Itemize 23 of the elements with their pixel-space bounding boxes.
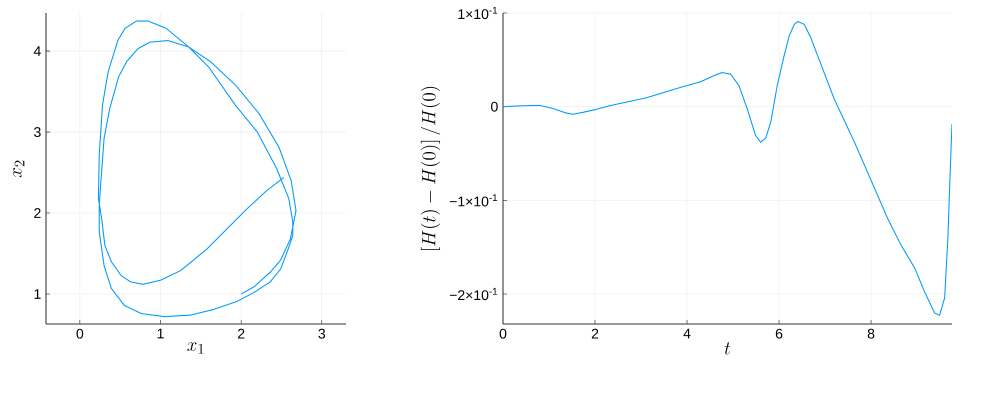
- y-tick-label: −1×10$^{-1}$: [450, 194, 498, 206]
- x-tick-label: 2: [238, 328, 244, 338]
- y-axis-title: $x_2$: [13, 160, 24, 178]
- x-tick-label: 8: [868, 328, 874, 339]
- x-axis-title: $x_1$: [187, 342, 204, 354]
- x-tick-label: 0: [500, 328, 506, 339]
- y-tick-label: 1×10$^{-1}$: [458, 6, 498, 20]
- x-tick-label: 6: [776, 328, 782, 339]
- y-tick-label: −2×10$^{-1}$: [450, 288, 498, 300]
- line-series: [98, 20, 297, 318]
- x-tick-label: 1: [158, 328, 164, 338]
- y-tick-label: 3: [34, 127, 41, 138]
- y-tick-label: 2: [34, 208, 41, 218]
- y-tick-label: 1: [34, 289, 41, 299]
- x-tick-label: 2: [592, 328, 598, 338]
- x-tick-label: 4: [683, 328, 690, 338]
- y-axis-title: $\left[H(t) - H(0)\right] / H(0)$: [420, 86, 440, 250]
- line-series: [503, 20, 952, 316]
- y-tick-label: 0: [491, 102, 498, 112]
- x-tick-label: 0: [76, 328, 84, 339]
- x-axis-title: $t$: [724, 342, 730, 354]
- y-tick-label: 4: [34, 46, 41, 56]
- x-tick-label: 3: [318, 328, 326, 339]
